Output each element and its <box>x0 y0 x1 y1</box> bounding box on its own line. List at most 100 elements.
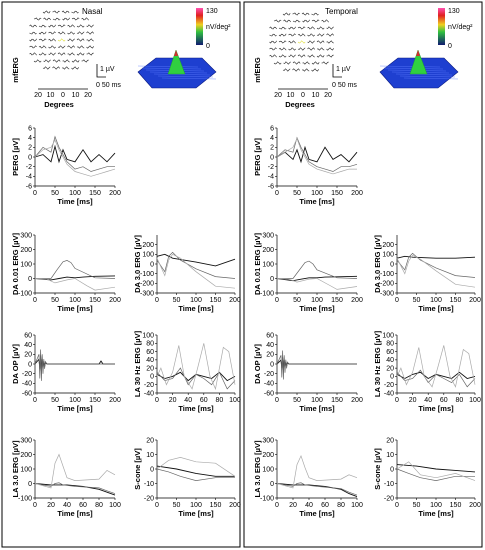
mferg-xtick-label: 10 <box>287 92 295 99</box>
series-line-3 <box>156 253 236 289</box>
scale-amp-label: 1 µV <box>100 66 115 73</box>
mferg-trace <box>311 19 320 23</box>
x-tick-label: 60 <box>440 397 448 404</box>
x-tick-label: 200 <box>109 397 121 404</box>
mferg-trace <box>288 33 296 37</box>
y-tick-label: -100 <box>140 271 154 278</box>
y-tick-label: -20 <box>264 371 274 378</box>
y-tick-label: -100 <box>18 290 32 297</box>
mferg-trace <box>62 17 70 21</box>
x-tick-label: 200 <box>229 502 241 509</box>
mferg-trace <box>321 19 329 23</box>
y-tick-label: -100 <box>18 495 32 502</box>
x-axis-label: Time [ms] <box>57 304 93 313</box>
mferg-trace <box>81 59 89 63</box>
mferg-trace <box>29 31 37 35</box>
x-axis-label: Time [ms] <box>57 509 93 518</box>
mferg-trace <box>61 66 70 70</box>
y-tick-label: -20 <box>384 382 394 389</box>
y-tick-label: -6 <box>26 183 32 190</box>
series-line-2 <box>277 260 358 279</box>
panel-frame-temporal <box>243 1 483 548</box>
x-tick-label: 40 <box>63 502 71 509</box>
panel-title-temporal: Temporal <box>325 7 358 16</box>
mferg-trace <box>48 38 56 42</box>
y-tick-label: -40 <box>22 381 32 388</box>
y-tick-label: 0 <box>390 261 394 268</box>
mferg-ylabel: mfERG <box>11 57 20 83</box>
y-tick-label: -2 <box>268 164 274 171</box>
series-line-2 <box>156 468 235 481</box>
mferg-trace <box>316 26 325 30</box>
x-tick-label: 200 <box>351 190 363 197</box>
y-tick-label: 100 <box>142 252 154 259</box>
y-tick-label: -6 <box>268 183 274 190</box>
y-tick-label: -20 <box>144 382 154 389</box>
mferg-trace <box>76 38 85 42</box>
x-tick-label: 200 <box>351 397 363 404</box>
x-tick-label: 150 <box>89 397 101 404</box>
mferg-trace <box>278 54 287 58</box>
series-line-3 <box>396 345 476 388</box>
series-line-2 <box>34 349 115 381</box>
mferg-trace <box>42 10 51 14</box>
y-tick-label: -20 <box>144 495 154 502</box>
mferg-trace <box>57 38 66 42</box>
x-tick-label: 40 <box>184 397 192 404</box>
mferg-trace <box>297 54 306 58</box>
mferg-trace <box>38 31 47 35</box>
colorbar-max-label: 130 <box>448 8 460 15</box>
x-tick-label: 200 <box>109 297 121 304</box>
x-tick-label: 0 <box>155 297 159 304</box>
y-tick-label: 300 <box>20 232 32 239</box>
surface-grid <box>403 77 459 80</box>
colorbar-min-label: 0 <box>206 43 210 50</box>
y-tick-label: -100 <box>260 290 274 297</box>
colorbar-max-label: 130 <box>206 8 218 15</box>
mferg-trace <box>283 61 291 65</box>
mferg-xtick-label: 0 <box>61 92 65 99</box>
mferg-trace <box>42 66 51 70</box>
mferg-trace <box>326 26 334 30</box>
series-line-2 <box>276 350 357 380</box>
mferg-trace <box>29 45 37 49</box>
surface-peak <box>167 49 186 75</box>
series-line-2 <box>156 251 236 279</box>
mferg-trace <box>273 61 282 65</box>
y-tick-label: -4 <box>26 174 32 181</box>
y-tick-label: -40 <box>384 390 394 397</box>
mferg-3d-surface <box>379 49 459 89</box>
mferg-trace <box>316 33 325 37</box>
scale-amp-label: 1 µV <box>336 66 351 73</box>
y-tick-label: -40 <box>264 381 274 388</box>
y-tick-label: 0 <box>150 466 154 473</box>
surface-grid <box>395 73 453 76</box>
mferg-trace <box>278 33 287 37</box>
x-tick-label: 150 <box>450 297 462 304</box>
y-tick-label: 10 <box>386 452 394 459</box>
mferg-trace <box>282 68 291 72</box>
y-tick-label: 20 <box>386 437 394 444</box>
surface-peak-top <box>174 50 178 56</box>
x-tick-label: 150 <box>89 297 101 304</box>
mferg-trace <box>76 52 85 56</box>
y-tick-label: 200 <box>20 247 32 254</box>
y-tick-label: 100 <box>382 332 394 339</box>
mferg-xlabel: Degrees <box>285 100 315 109</box>
colorbar-unit-label: nV/deg² <box>448 24 473 31</box>
x-axis-label: Time [ms] <box>299 197 335 206</box>
y-tick-label: -4 <box>268 174 274 181</box>
y-axis-label: LA 30 Hz ERG [µV] <box>373 330 382 397</box>
mferg-trace <box>29 24 37 28</box>
series-line-2 <box>276 482 358 496</box>
series-line-3 <box>276 454 358 489</box>
x-tick-label: 150 <box>331 297 343 304</box>
